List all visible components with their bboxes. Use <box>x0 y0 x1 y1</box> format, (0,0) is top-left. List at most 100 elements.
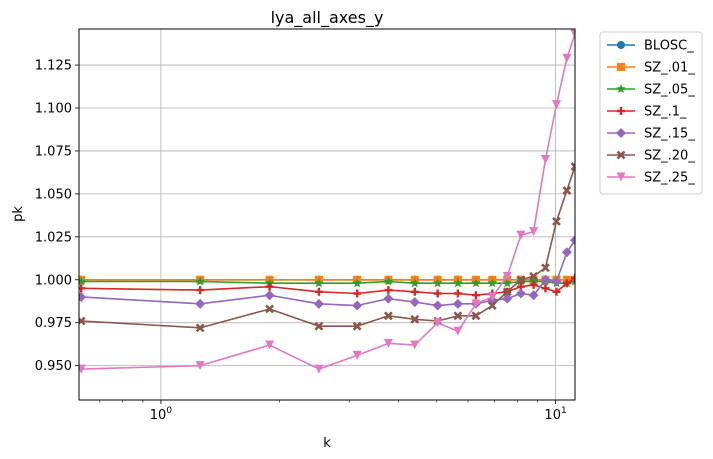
data-point <box>195 323 205 333</box>
legend-marker <box>617 63 625 71</box>
data-point <box>314 321 324 331</box>
data-point <box>471 311 481 321</box>
data-point <box>352 350 362 360</box>
legend-label: BLOSC_ <box>644 39 694 54</box>
legend-label: SZ_.1_ <box>644 105 687 120</box>
data-point <box>384 286 393 295</box>
data-point <box>383 311 393 321</box>
data-point <box>541 263 550 273</box>
data-point <box>551 276 562 287</box>
data-point <box>570 235 575 246</box>
data-point <box>471 299 481 309</box>
series-line <box>81 239 575 307</box>
data-point <box>562 279 571 288</box>
series-line <box>81 277 575 297</box>
data-point <box>195 361 205 371</box>
x-tick-label: 101 <box>544 406 566 423</box>
data-point <box>383 276 394 286</box>
series-sz-20 <box>79 161 575 333</box>
y-tick-label: 1.100 <box>35 102 72 117</box>
legend-item-sz-01: SZ_.01_ <box>607 61 695 76</box>
data-point <box>79 284 86 293</box>
legend-marker <box>616 128 626 138</box>
plot-frame <box>78 28 576 401</box>
data-point <box>487 301 497 310</box>
legend-marker <box>617 41 625 49</box>
data-point <box>383 293 394 304</box>
legend-item-blosc: BLOSC_ <box>607 39 694 54</box>
series-line <box>81 280 575 285</box>
data-point <box>196 286 205 295</box>
data-point <box>265 340 275 350</box>
data-point <box>409 297 420 308</box>
legend-label: SZ_.05_ <box>644 83 695 98</box>
data-point <box>79 276 86 286</box>
data-point <box>515 288 526 299</box>
legend-label: SZ_.01_ <box>644 61 695 76</box>
data-point <box>265 304 275 314</box>
data-point <box>529 227 539 237</box>
data-point <box>410 340 420 350</box>
y-tick-label: 1.025 <box>35 230 72 245</box>
legend-label: SZ_.20_ <box>644 149 695 164</box>
chart-title: lya_all_axes_y <box>271 8 384 28</box>
data-point <box>383 338 393 348</box>
data-point <box>516 230 526 240</box>
data-point <box>313 298 324 309</box>
series-line <box>81 33 575 370</box>
y-tick-label: 1.075 <box>35 144 72 159</box>
data-point <box>432 278 443 288</box>
data-point <box>410 278 420 288</box>
data-point <box>410 314 420 324</box>
legend-item-sz-25: SZ_.25_ <box>607 171 695 186</box>
y-tick-label: 1.125 <box>35 59 72 74</box>
data-point <box>502 271 512 281</box>
y-tick-label: 1.050 <box>35 187 72 202</box>
grid <box>79 29 575 400</box>
legend-label: SZ_.25_ <box>644 171 695 186</box>
data-point <box>562 186 572 195</box>
data-point <box>528 290 539 301</box>
data-point <box>352 278 362 288</box>
data-point <box>540 155 550 165</box>
data-point <box>195 298 206 309</box>
data-point <box>79 316 86 326</box>
data-point <box>487 292 497 302</box>
legend-marker <box>617 107 625 115</box>
data-point <box>433 318 443 328</box>
data-point <box>541 284 550 293</box>
data-point <box>570 276 575 286</box>
data-point <box>314 364 324 374</box>
legend-frame <box>599 31 703 195</box>
data-point <box>570 161 575 171</box>
x-axis-label: k <box>323 436 331 451</box>
data-point <box>433 289 442 298</box>
series-sz-25 <box>79 29 575 374</box>
series-group <box>79 29 575 374</box>
data-point <box>562 53 572 63</box>
data-point <box>453 326 463 336</box>
data-point <box>432 300 443 311</box>
legend-item-sz-1: SZ_.1_ <box>607 105 687 120</box>
data-point <box>314 278 324 288</box>
data-point <box>502 278 512 288</box>
data-point <box>195 276 205 286</box>
data-point <box>352 321 362 331</box>
data-point <box>516 275 526 285</box>
data-point <box>571 274 575 283</box>
data-point <box>79 291 87 302</box>
data-point <box>314 287 323 296</box>
data-point <box>551 100 561 110</box>
data-point <box>570 29 575 39</box>
legend-item-sz-15: SZ_.15_ <box>607 127 695 142</box>
data-point <box>79 364 86 374</box>
data-point <box>552 216 561 226</box>
data-point <box>502 287 512 297</box>
data-point <box>552 287 561 296</box>
legend: BLOSC_ SZ_.01_ SZ_.05_ SZ_.1_ SZ_.15_ SZ_.20_… <box>599 31 703 195</box>
data-point <box>540 274 551 285</box>
data-point <box>453 278 463 288</box>
y-axis-ticks: 0.950 0.975 1.000 1.025 1.050 1.075 1.100 1.125 <box>35 59 79 374</box>
y-axis-label: pk <box>11 206 26 222</box>
